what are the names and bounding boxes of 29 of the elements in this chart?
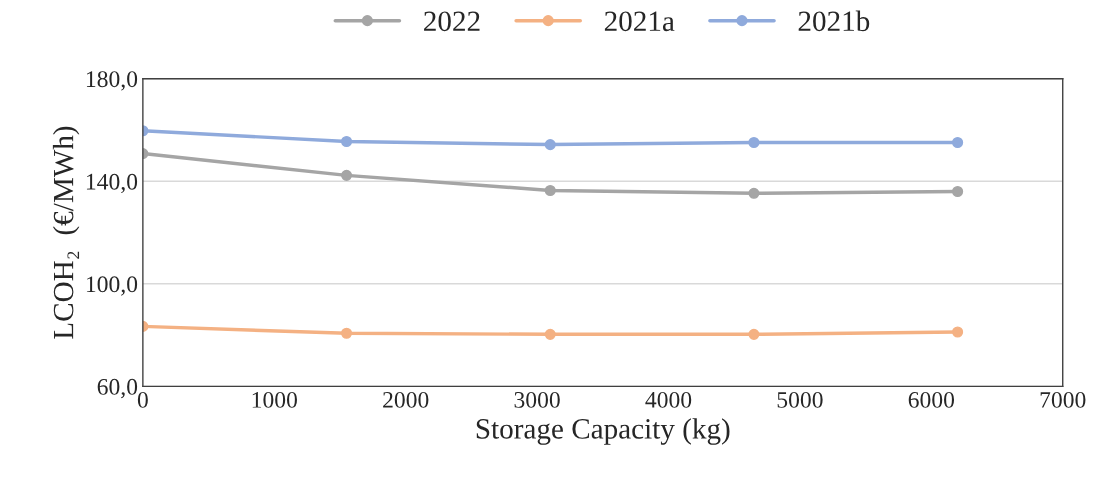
y-tick-label: 180,0 — [86, 71, 138, 91]
x-tick-label: 1000 — [252, 391, 297, 408]
point — [748, 328, 760, 340]
point — [340, 135, 353, 148]
point — [544, 184, 556, 197]
point — [544, 328, 556, 340]
point — [952, 326, 964, 338]
x-tick-label: 2000 — [383, 391, 429, 408]
y-axis-title: LCOH₂ (€/MWh) — [52, 126, 80, 339]
x-tick-label: 0 — [137, 391, 148, 408]
x-tick-label: 5000 — [777, 391, 823, 408]
x-tick-label: 3000 — [514, 391, 560, 408]
point — [952, 136, 964, 149]
y-tick-label: 60,0 — [97, 378, 138, 399]
point — [748, 136, 760, 149]
point — [340, 327, 353, 339]
legend-label: 2021a — [604, 11, 675, 32]
x-tick-label: 6000 — [908, 391, 955, 408]
point — [340, 169, 353, 181]
point — [952, 185, 964, 198]
point — [544, 139, 556, 151]
y-tick-label: 140,0 — [86, 173, 138, 194]
legend-label: 2021b — [798, 10, 870, 32]
y-tick-label: 100,0 — [86, 276, 138, 296]
legend-label: 2022 — [424, 11, 480, 32]
x-axis-title: Storage Capacity (kg) — [476, 418, 730, 445]
point — [748, 187, 760, 199]
x-tick-label: 4000 — [645, 391, 692, 408]
x-tick-label: 7000 — [1040, 391, 1086, 408]
